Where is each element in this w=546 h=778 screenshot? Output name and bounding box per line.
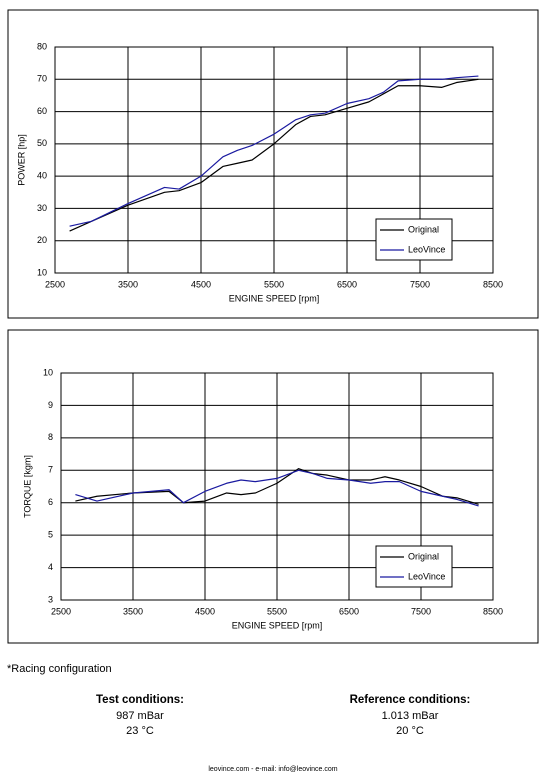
legend-label: Original [408, 224, 439, 234]
x-tick-label: 7500 [410, 279, 430, 289]
y-tick-label: 6 [48, 497, 53, 507]
x-tick-label: 3500 [118, 279, 138, 289]
y-tick-label: 50 [37, 138, 47, 148]
x-axis-label: ENGINE SPEED [rpm] [229, 293, 320, 303]
chart-frame [7, 9, 539, 319]
y-tick-label: 70 [37, 74, 47, 84]
legend-label: Original [408, 551, 439, 561]
y-tick-label: 5 [48, 530, 53, 540]
legend-box [375, 545, 453, 588]
legend-label: LeoVince [408, 571, 445, 581]
data-line [69, 75, 479, 227]
x-tick-label: 8500 [483, 606, 503, 616]
temperature: 20 °C [396, 725, 424, 737]
plot-frame [54, 46, 494, 274]
data-line [75, 469, 479, 507]
y-tick-label: 10 [37, 267, 47, 277]
x-tick-label: 5500 [267, 606, 287, 616]
x-tick-label: 8500 [483, 279, 503, 289]
y-tick-label: 9 [48, 400, 53, 410]
chart-frame [7, 329, 539, 644]
conditions-title: Reference conditions: [350, 694, 471, 706]
x-tick-label: 4500 [195, 606, 215, 616]
y-tick-label: 80 [37, 41, 47, 51]
y-tick-label: 10 [43, 367, 53, 377]
x-tick-label: 2500 [51, 606, 71, 616]
x-tick-label: 7500 [411, 606, 431, 616]
y-tick-label: 60 [37, 106, 47, 116]
y-axis-label: TORQUE [kgm] [22, 455, 32, 518]
x-tick-label: 3500 [123, 606, 143, 616]
legend-label: LeoVince [408, 244, 445, 254]
y-tick-label: 40 [37, 171, 47, 181]
y-tick-label: 30 [37, 203, 47, 213]
y-tick-label: 4 [48, 562, 53, 572]
legend-box [375, 218, 453, 261]
x-tick-label: 6500 [337, 279, 357, 289]
data-line [69, 78, 479, 232]
y-tick-label: 7 [48, 465, 53, 475]
plot-frame [60, 372, 494, 601]
footer: leovince.com - e-mail: info@leovince.com [208, 766, 337, 773]
x-axis-label: ENGINE SPEED [rpm] [232, 620, 323, 630]
footnote: *Racing configuration [7, 663, 112, 675]
x-tick-label: 5500 [264, 279, 284, 289]
y-tick-label: 8 [48, 432, 53, 442]
temperature: 23 °C [126, 725, 154, 737]
y-tick-label: 3 [48, 594, 53, 604]
x-tick-label: 6500 [339, 606, 359, 616]
pressure: 1.013 mBar [382, 710, 439, 722]
pressure: 987 mBar [116, 710, 164, 722]
x-tick-label: 4500 [191, 279, 211, 289]
y-axis-label: POWER [hp] [16, 134, 26, 186]
data-line [75, 468, 479, 505]
y-tick-label: 20 [37, 235, 47, 245]
x-tick-label: 2500 [45, 279, 65, 289]
conditions-title: Test conditions: [96, 694, 184, 706]
